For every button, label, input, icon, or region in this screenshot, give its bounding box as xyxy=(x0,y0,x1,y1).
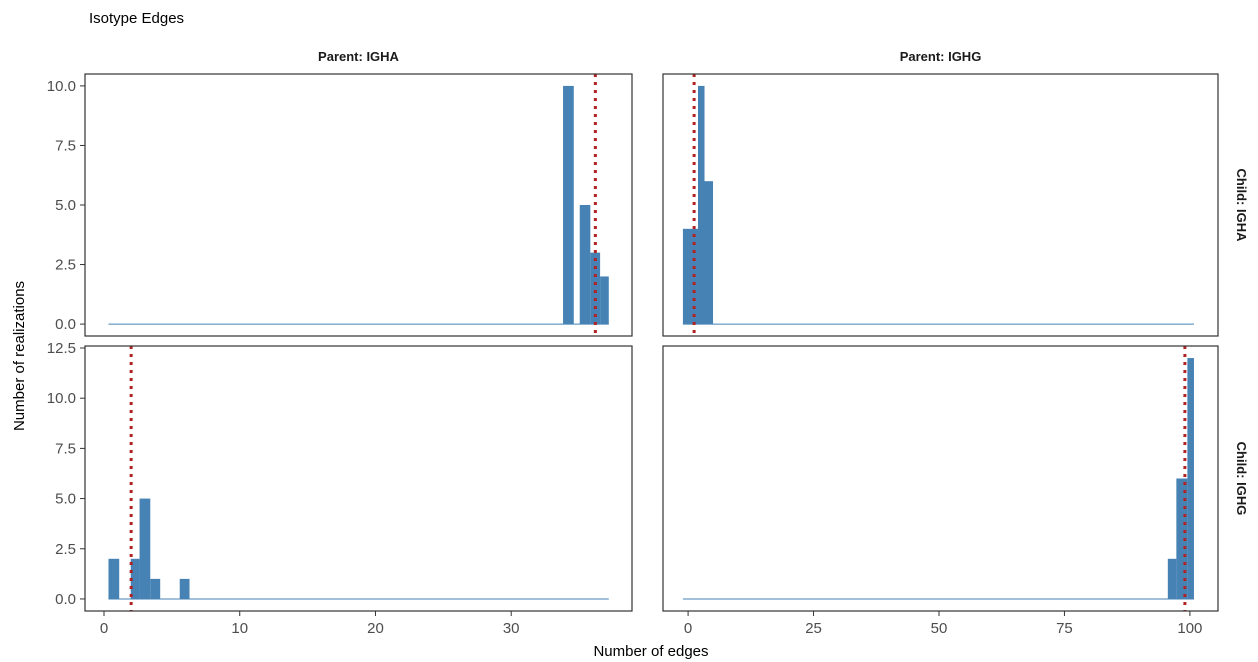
histogram-bar xyxy=(179,578,190,599)
panel-1-1 xyxy=(662,345,1219,612)
panels-layer: Parent: IGHA Parent: IGHG Child: IGHA Child… xyxy=(47,49,1249,637)
strip-label-row-1: Child: IGHG xyxy=(1234,442,1249,516)
x-tick-label: 10 xyxy=(231,620,248,637)
histogram-bar xyxy=(697,85,705,325)
x-tick-label: 50 xyxy=(931,620,948,637)
strip-label-col-0: Parent: IGHA xyxy=(318,49,400,64)
y-tick-label: 12.5 xyxy=(47,340,76,357)
panel-0-1 xyxy=(662,73,1219,337)
panel-1-0 xyxy=(84,345,633,612)
x-tick-label: 100 xyxy=(1177,620,1202,637)
histogram-bar xyxy=(563,85,574,325)
histogram-bar xyxy=(600,276,609,325)
histogram-bar xyxy=(682,228,698,325)
histogram-bar xyxy=(108,558,120,599)
histogram-bar xyxy=(150,578,161,599)
y-axis-title: Number of realizations xyxy=(11,281,28,431)
y-tick-label: 0.0 xyxy=(55,591,76,608)
histogram-bar xyxy=(139,498,151,599)
x-tick-label: 25 xyxy=(805,620,822,637)
panel-border xyxy=(662,345,1219,612)
y-tick-label: 7.5 xyxy=(55,440,76,457)
panel-0-0 xyxy=(84,73,633,337)
histogram-bar xyxy=(1167,558,1177,599)
x-tick-label: 0 xyxy=(100,620,108,637)
x-axis-title: Number of edges xyxy=(593,643,708,660)
y-tick-label: 2.5 xyxy=(55,541,76,558)
x-tick-label: 75 xyxy=(1056,620,1073,637)
y-tick-label: 5.0 xyxy=(55,491,76,508)
strip-label-row-0: Child: IGHA xyxy=(1234,169,1249,243)
histogram-bar xyxy=(130,558,140,599)
y-tick-label: 10.0 xyxy=(47,390,76,407)
strip-label-col-1: Parent: IGHG xyxy=(900,49,982,64)
panel-border xyxy=(84,73,633,337)
panel-border xyxy=(84,345,633,612)
histogram-bar xyxy=(704,181,714,325)
y-tick-label: 2.5 xyxy=(55,257,76,274)
histogram-bar xyxy=(1187,358,1194,599)
histogram-bar xyxy=(579,205,591,325)
y-tick-label: 10.0 xyxy=(47,78,76,95)
x-tick-label: 20 xyxy=(367,620,384,637)
histogram-bar xyxy=(590,252,601,325)
chart-title: Isotype Edges xyxy=(89,10,184,27)
x-tick-label: 30 xyxy=(503,620,520,637)
histogram-bar xyxy=(1176,478,1188,599)
x-tick-label: 0 xyxy=(684,620,692,637)
panel-border xyxy=(662,73,1219,337)
y-tick-label: 0.0 xyxy=(55,316,76,333)
y-tick-label: 5.0 xyxy=(55,197,76,214)
y-tick-label: 7.5 xyxy=(55,137,76,154)
